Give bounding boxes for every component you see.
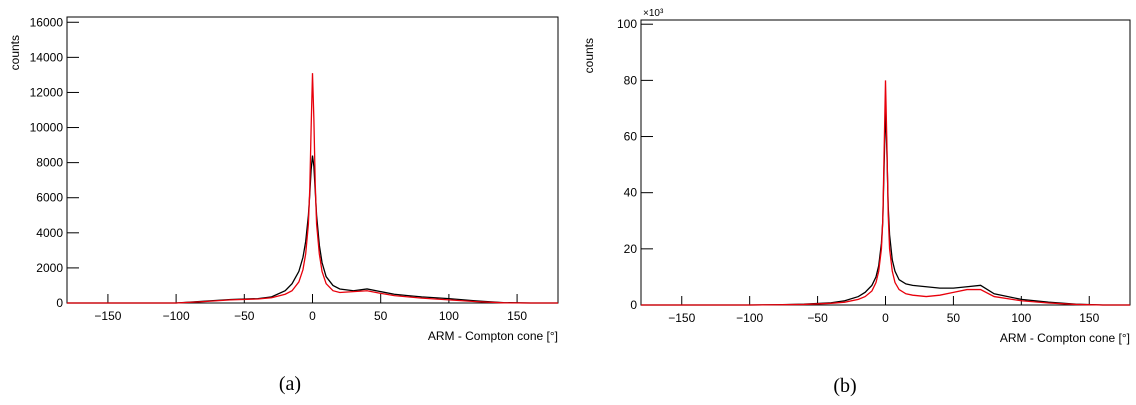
x-tick-label: −150 bbox=[94, 309, 121, 323]
frame bbox=[640, 19, 1131, 306]
x-tick-label: −50 bbox=[807, 311, 828, 325]
y-tick-label: 0 bbox=[630, 298, 637, 312]
caption: (a) bbox=[279, 373, 301, 395]
series-line bbox=[641, 80, 1130, 306]
x-tick-label: 0 bbox=[309, 309, 316, 323]
y-tick-label: 12000 bbox=[30, 85, 64, 99]
x-tick-label: −100 bbox=[163, 309, 190, 323]
x-tick-label: −100 bbox=[736, 311, 763, 325]
y-tick-label: 20 bbox=[624, 242, 638, 256]
y-tick-label: 40 bbox=[624, 186, 638, 200]
y-tick-label: 4000 bbox=[36, 226, 63, 240]
series-line bbox=[67, 155, 558, 304]
y-tick-label: 16000 bbox=[30, 15, 64, 29]
y-tick-label: 8000 bbox=[36, 156, 63, 170]
y-tick-label: 14000 bbox=[30, 50, 64, 64]
x-tick-label: −150 bbox=[668, 311, 695, 325]
y-tick-label: 6000 bbox=[36, 191, 63, 205]
y-tick-label: 2000 bbox=[36, 261, 63, 275]
series-line bbox=[641, 108, 1130, 306]
y-axis-label: counts bbox=[8, 35, 22, 70]
x-axis-label: ARM - Compton cone [°] bbox=[428, 329, 558, 343]
x-tick-label: 0 bbox=[882, 311, 889, 325]
x-tick-label: 150 bbox=[1079, 311, 1099, 325]
y-axis-label: counts bbox=[582, 38, 596, 73]
y-tick-label: 10000 bbox=[30, 121, 64, 135]
y-tick-label: 100 bbox=[617, 17, 637, 31]
series-line bbox=[67, 73, 558, 304]
x-tick-label: 50 bbox=[947, 311, 961, 325]
y-tick-label: 0 bbox=[56, 296, 63, 310]
y-multiplier: ×10³ bbox=[643, 8, 664, 19]
x-tick-label: 100 bbox=[1011, 311, 1031, 325]
caption: (b) bbox=[833, 375, 856, 397]
x-tick-label: 150 bbox=[507, 309, 527, 323]
x-tick-label: −50 bbox=[234, 309, 255, 323]
x-tick-label: 50 bbox=[374, 309, 388, 323]
x-tick-label: 100 bbox=[439, 309, 459, 323]
y-tick-label: 80 bbox=[624, 73, 638, 87]
y-tick-label: 60 bbox=[624, 130, 638, 144]
x-axis-label: ARM - Compton cone [°] bbox=[1000, 331, 1130, 345]
